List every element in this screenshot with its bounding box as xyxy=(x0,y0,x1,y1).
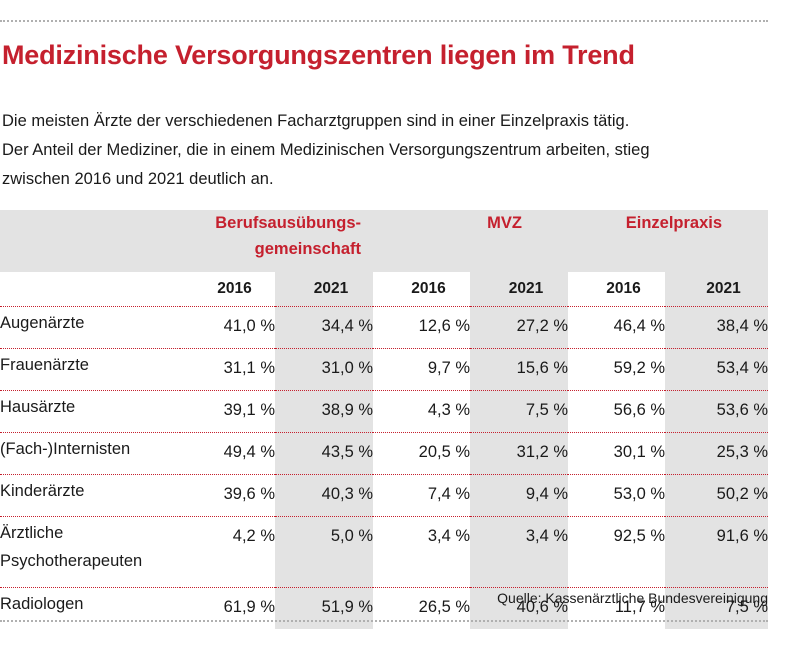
table-row: Ärztliche Psychotherapeuten 4,2 % 5,0 % … xyxy=(0,516,769,588)
group-header-mvz: MVZ xyxy=(373,210,569,272)
source-note: Quelle: Kassenärztliche Bundesvereinigun… xyxy=(497,590,768,606)
page-title: Medizinische Versorgungszentren liegen i… xyxy=(2,40,635,70)
table-row: Frauenärzte 31,1 % 31,0 % 9,7 % 15,6 % 5… xyxy=(0,348,769,391)
table-row: Hausärzte 39,1 % 38,9 % 4,3 % 7,5 % 56,6… xyxy=(0,390,769,433)
bottom-divider xyxy=(0,620,768,622)
year-header: 2021 xyxy=(275,272,374,307)
value-cell: 46,4 % xyxy=(568,306,666,349)
row-label: (Fach-)Internisten xyxy=(0,432,180,475)
intro-text: Die meisten Ärzte der verschiedenen Fach… xyxy=(2,107,768,194)
value-cell: 43,5 % xyxy=(275,432,374,475)
value-cell: 31,2 % xyxy=(470,432,569,475)
group-header-berufsausuebungsgemeinschaft: Berufsausübungs- gemeinschaft xyxy=(180,210,374,272)
row-label: Frauenärzte xyxy=(0,348,180,391)
value-cell: 9,7 % xyxy=(373,348,471,391)
year-header: 2016 xyxy=(411,280,446,297)
value-cell: 38,4 % xyxy=(665,306,769,349)
value-cell: 31,1 % xyxy=(180,348,275,391)
value-cell: 26,5 % xyxy=(373,587,471,629)
value-cell: 7,5 % xyxy=(665,587,769,629)
table-row: Augenärzte 41,0 % 34,4 % 12,6 % 27,2 % 4… xyxy=(0,306,769,349)
value-cell: 7,5 % xyxy=(470,390,569,433)
table-row: Radiologen 61,9 % 51,9 % 26,5 % 40,6 % 1… xyxy=(0,587,769,629)
value-cell: 7,4 % xyxy=(373,474,471,517)
value-cell: 51,9 % xyxy=(275,587,374,629)
value-cell: 41,0 % xyxy=(180,306,275,349)
group-header-einzelpraxis: Einzelpraxis xyxy=(568,210,769,272)
value-cell: 3,4 % xyxy=(470,516,569,588)
value-cell: 49,4 % xyxy=(180,432,275,475)
data-table: Berufsausübungs- gemeinschaft MVZ Einzel… xyxy=(0,210,769,629)
value-cell: 39,1 % xyxy=(180,390,275,433)
row-label: Augenärzte xyxy=(0,306,180,349)
year-header: 2021 xyxy=(470,272,569,307)
value-cell: 15,6 % xyxy=(470,348,569,391)
intro-line: Die meisten Ärzte der verschiedenen Fach… xyxy=(2,112,630,130)
value-cell: 34,4 % xyxy=(275,306,374,349)
value-cell: 31,0 % xyxy=(275,348,374,391)
year-header: 2021 xyxy=(665,272,769,307)
value-cell: 40,6 % xyxy=(470,587,569,629)
table-row: Kinderärzte 39,6 % 40,3 % 7,4 % 9,4 % 53… xyxy=(0,474,769,517)
year-header: 2016 xyxy=(217,280,252,297)
value-cell: 50,2 % xyxy=(665,474,769,517)
row-label: Kinderärzte xyxy=(0,474,180,517)
value-cell: 53,0 % xyxy=(568,474,666,517)
year-header: 2016 xyxy=(606,280,641,297)
value-cell: 39,6 % xyxy=(180,474,275,517)
group-label-line: gemeinschaft xyxy=(254,240,362,258)
group-header-row: Berufsausübungs- gemeinschaft MVZ Einzel… xyxy=(0,210,769,272)
row-label: Ärztliche Psychotherapeuten xyxy=(0,516,180,588)
table-row: (Fach-)Internisten 49,4 % 43,5 % 20,5 % … xyxy=(0,432,769,475)
value-cell: 59,2 % xyxy=(568,348,666,391)
value-cell: 25,3 % xyxy=(665,432,769,475)
value-cell: 40,3 % xyxy=(275,474,374,517)
value-cell: 91,6 % xyxy=(665,516,769,588)
row-label: Hausärzte xyxy=(0,390,180,433)
intro-line: Der Anteil der Mediziner, die in einem M… xyxy=(2,141,650,159)
value-cell: 9,4 % xyxy=(470,474,569,517)
value-cell: 20,5 % xyxy=(373,432,471,475)
value-cell: 12,6 % xyxy=(373,306,471,349)
value-cell: 11,7 % xyxy=(568,587,666,629)
value-cell: 61,9 % xyxy=(180,587,275,629)
group-label-line: Berufsausübungs- xyxy=(215,214,362,232)
value-cell: 53,6 % xyxy=(665,390,769,433)
value-cell: 5,0 % xyxy=(275,516,374,588)
value-cell: 30,1 % xyxy=(568,432,666,475)
value-cell: 27,2 % xyxy=(470,306,569,349)
year-header-row: 2016 2021 2016 2021 2016 2021 xyxy=(0,272,769,307)
row-label: Radiologen xyxy=(0,587,180,629)
value-cell: 53,4 % xyxy=(665,348,769,391)
value-cell: 92,5 % xyxy=(568,516,666,588)
value-cell: 4,2 % xyxy=(180,516,275,588)
empty-header-cell xyxy=(0,210,180,272)
top-divider xyxy=(0,20,768,22)
value-cell: 3,4 % xyxy=(373,516,471,588)
value-cell: 38,9 % xyxy=(275,390,374,433)
value-cell: 4,3 % xyxy=(373,390,471,433)
value-cell: 56,6 % xyxy=(568,390,666,433)
empty-header-cell xyxy=(0,272,180,307)
intro-line: zwischen 2016 und 2021 deutlich an. xyxy=(2,170,274,188)
